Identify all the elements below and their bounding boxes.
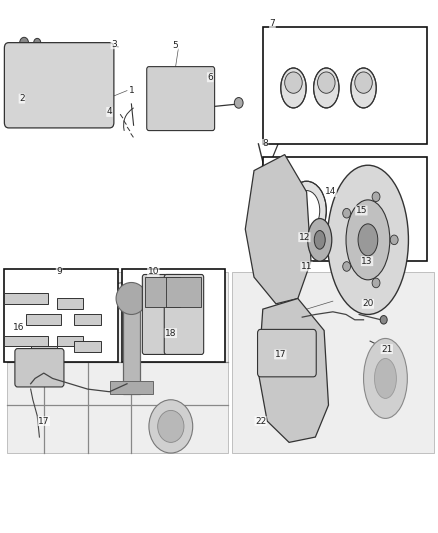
- Polygon shape: [232, 272, 434, 453]
- Ellipse shape: [343, 262, 350, 271]
- Ellipse shape: [314, 230, 325, 249]
- Ellipse shape: [281, 68, 306, 108]
- Ellipse shape: [34, 364, 49, 382]
- Bar: [123, 298, 140, 394]
- Text: 12: 12: [299, 233, 310, 241]
- Text: 9: 9: [56, 268, 62, 276]
- Text: 20: 20: [362, 300, 374, 308]
- Ellipse shape: [116, 282, 147, 314]
- FancyBboxPatch shape: [147, 67, 215, 131]
- Circle shape: [234, 98, 243, 108]
- Text: 22: 22: [255, 417, 266, 425]
- Ellipse shape: [285, 72, 302, 93]
- Ellipse shape: [11, 87, 20, 99]
- Bar: [110, 381, 153, 394]
- Text: 8: 8: [262, 140, 268, 148]
- Ellipse shape: [344, 181, 383, 240]
- Ellipse shape: [390, 235, 398, 245]
- Ellipse shape: [327, 165, 408, 314]
- Ellipse shape: [53, 71, 82, 108]
- FancyBboxPatch shape: [258, 329, 316, 377]
- Ellipse shape: [158, 410, 184, 442]
- Text: 16: 16: [13, 324, 24, 332]
- Ellipse shape: [48, 64, 88, 115]
- Circle shape: [380, 316, 387, 324]
- Bar: [263, 27, 427, 144]
- Text: 4: 4: [107, 108, 112, 116]
- Text: 15: 15: [356, 206, 367, 215]
- Text: 1: 1: [128, 86, 134, 95]
- Ellipse shape: [346, 200, 390, 280]
- Text: 2: 2: [19, 94, 25, 103]
- Polygon shape: [7, 272, 228, 453]
- Ellipse shape: [372, 192, 380, 201]
- Ellipse shape: [355, 72, 372, 93]
- Bar: [122, 269, 225, 362]
- Text: 14: 14: [325, 188, 336, 196]
- Ellipse shape: [358, 224, 378, 256]
- Text: 5: 5: [172, 41, 178, 50]
- Ellipse shape: [318, 72, 335, 93]
- Circle shape: [34, 38, 41, 47]
- Ellipse shape: [364, 338, 407, 418]
- Text: 6: 6: [207, 73, 213, 82]
- Circle shape: [20, 37, 28, 48]
- Bar: [74, 341, 101, 352]
- Bar: [145, 277, 180, 307]
- Polygon shape: [258, 298, 328, 442]
- Bar: [57, 336, 83, 346]
- Bar: [4, 336, 48, 346]
- Text: 3: 3: [111, 40, 117, 49]
- Ellipse shape: [13, 90, 18, 96]
- Text: 13: 13: [361, 257, 373, 265]
- Bar: [26, 314, 61, 325]
- Ellipse shape: [374, 358, 396, 399]
- Ellipse shape: [350, 191, 377, 231]
- Polygon shape: [245, 155, 311, 304]
- Ellipse shape: [307, 219, 332, 261]
- Ellipse shape: [26, 103, 35, 115]
- Text: 17: 17: [38, 417, 49, 425]
- Ellipse shape: [28, 106, 33, 112]
- Text: 10: 10: [148, 268, 159, 276]
- Text: 7: 7: [269, 20, 276, 28]
- Bar: [263, 157, 427, 261]
- Text: 18: 18: [165, 329, 177, 337]
- Ellipse shape: [149, 400, 193, 453]
- FancyBboxPatch shape: [4, 43, 114, 128]
- Ellipse shape: [314, 68, 339, 108]
- FancyBboxPatch shape: [142, 274, 182, 354]
- FancyBboxPatch shape: [164, 274, 204, 354]
- Ellipse shape: [351, 68, 376, 108]
- Ellipse shape: [293, 191, 320, 231]
- Bar: [31, 346, 57, 357]
- Bar: [166, 277, 201, 307]
- Bar: [74, 314, 101, 325]
- Text: 21: 21: [381, 345, 392, 353]
- FancyBboxPatch shape: [15, 349, 64, 387]
- Ellipse shape: [287, 181, 326, 240]
- Bar: [4, 269, 118, 362]
- Ellipse shape: [343, 208, 350, 218]
- Text: 11: 11: [301, 262, 312, 271]
- Ellipse shape: [372, 278, 380, 288]
- Bar: [57, 298, 83, 309]
- Text: 17: 17: [275, 350, 286, 359]
- Bar: [4, 293, 48, 304]
